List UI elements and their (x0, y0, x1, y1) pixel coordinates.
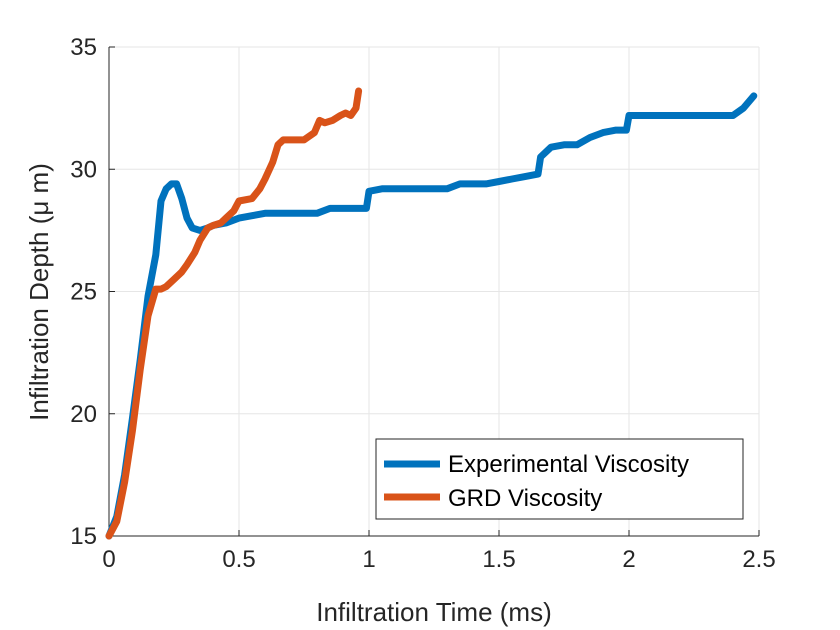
series-line-grd (105, 87, 363, 540)
y-tick-label: 30 (70, 156, 97, 183)
x-tick-label: 2 (622, 546, 635, 573)
x-axis-label: Infiltration Time (ms) (316, 597, 552, 627)
series-layer (105, 87, 758, 540)
legend-box (375, 438, 744, 520)
x-tick-label: 2.5 (742, 546, 775, 573)
y-axis-label: Infiltration Depth (μ m) (24, 163, 54, 421)
legend-label-grd: GRD Viscosity (448, 485, 602, 512)
axes-layer (108, 46, 760, 537)
chart-legend: Experimental Viscosity GRD Viscosity (375, 438, 744, 520)
legend-label-experimental: Experimental Viscosity (448, 451, 689, 478)
y-tick-label: 25 (70, 279, 97, 306)
x-tick-label: 0 (102, 546, 115, 573)
tick-label-layer: 0 0.5 1 1.5 2 2.5 15 20 25 30 35 (70, 34, 775, 573)
series-line-experimental (105, 92, 758, 540)
y-tick-label: 35 (70, 34, 97, 61)
y-tick-label: 15 (70, 523, 97, 550)
x-tick-label: 1 (362, 546, 375, 573)
y-tick-label: 20 (70, 401, 97, 428)
x-tick-label: 0.5 (222, 546, 255, 573)
x-tick-label: 1.5 (482, 546, 515, 573)
